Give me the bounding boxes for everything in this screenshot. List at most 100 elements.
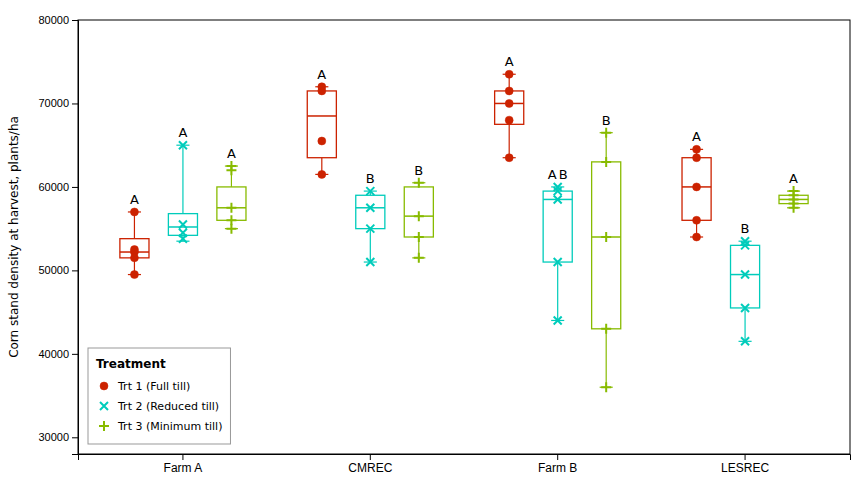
point [505,116,513,124]
chart: 30000 40000 50000 60000 70000 80000 Farm A CMRE… [0,0,865,494]
tick-mark [72,437,78,438]
point [693,145,701,153]
point [318,137,326,145]
tick-label: Farm B [538,461,577,475]
significance-label: A [317,67,326,82]
tick-label: 40000 [38,348,69,360]
x-tick: Farm B [538,454,577,475]
significance-label: A [548,167,557,182]
tick-mark [72,20,78,21]
legend-frame [88,348,230,444]
box-body [495,91,524,124]
legend-symbol [100,402,108,410]
point [130,254,138,262]
box [682,149,711,237]
x-tick: CMREC [348,454,392,475]
point [741,241,749,249]
point [601,324,611,334]
box-body [217,187,246,220]
whisker [557,262,558,320]
significance-label: B [741,221,750,236]
significance-label: A [227,146,236,161]
median [307,115,336,117]
point [693,154,701,162]
y-axis: 30000 40000 50000 60000 70000 80000 [38,14,78,454]
y-tick: 50000 [38,264,78,276]
point [414,178,424,188]
box [168,145,197,241]
tick-label: 70000 [38,97,69,109]
y-tick: 60000 [38,181,78,193]
tick-label: LESREC [721,461,769,475]
axis-line [72,21,79,455]
tick-label: 80000 [38,14,69,26]
tick-mark [182,454,183,460]
legend-entry: Trt 3 (Minimum till) [117,420,222,433]
series [217,128,808,393]
box-body [404,187,433,237]
point [505,99,513,107]
point [318,87,326,95]
point [366,187,374,195]
point [226,224,236,234]
x-tick: Farm A [164,454,203,475]
point [414,253,424,263]
point [226,203,236,213]
tick-label: Farm A [164,461,203,475]
x-axis: Farm A CMREC Farm B LESREC [79,454,851,475]
y-axis-title: Corn stand density at harvest, plants/ha [7,116,21,358]
significance-label: A [505,54,514,69]
tick-label: CMREC [348,461,392,475]
point [179,141,187,149]
box-body [592,162,621,329]
whisker [606,329,607,387]
point [741,304,749,312]
plot-frame [78,20,850,454]
box [217,166,246,229]
point [366,258,374,266]
y-tick: 40000 [38,348,78,360]
legend-symbol [100,382,108,390]
median [168,226,197,228]
point [505,70,513,78]
whisker [370,229,371,262]
tick-mark [72,354,78,355]
tick-mark [72,103,78,104]
significance-label: B [559,167,568,182]
point [179,235,187,243]
whisker [509,124,510,157]
point [601,382,611,392]
box [495,74,524,157]
y-tick: 80000 [38,14,78,26]
legend: TreatmentTrt 1 (Full till)Trt 2 (Reduced… [88,348,230,444]
point [318,170,326,178]
legend-entry: Trt 2 (Reduced till) [117,400,219,413]
series [120,70,711,278]
point [505,154,513,162]
point [226,165,236,175]
tick-mark [745,454,746,460]
box-body [356,195,385,228]
point [693,216,701,224]
box [404,183,433,258]
y-tick: 30000 [38,431,78,443]
point [693,183,701,191]
box [356,191,385,262]
tick-label: 60000 [38,181,69,193]
box [731,241,760,341]
box-body [543,191,572,262]
point [554,258,562,266]
whisker-cap [176,241,189,242]
point [130,271,138,279]
point [366,204,374,212]
significance-label: B [366,171,375,186]
tick-label: 30000 [38,431,69,443]
box-body [682,158,711,221]
point [601,232,611,242]
significance-label: B [602,113,611,128]
legend-symbol [99,421,109,431]
axis-line [79,455,851,461]
plot-area: 30000 40000 50000 60000 70000 80000 Farm A CMRE… [38,14,850,475]
whisker [182,145,183,213]
box [543,187,572,321]
